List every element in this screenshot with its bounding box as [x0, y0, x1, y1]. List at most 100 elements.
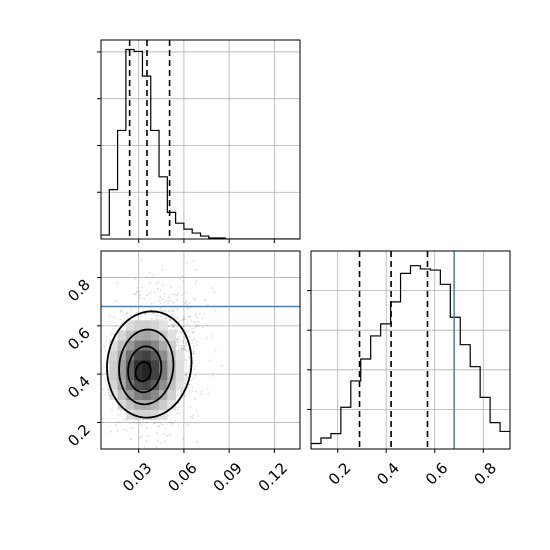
density-sample-point [190, 379, 193, 382]
density-2d-frame [100, 250, 301, 450]
density-sample-point [140, 258, 143, 261]
density-sample-point [187, 355, 190, 358]
density-sample-point [192, 297, 195, 300]
density-heat-cell [109, 379, 119, 391]
density-sample-point [176, 344, 179, 347]
density-sample-point [176, 412, 178, 415]
density-sample-point [123, 418, 125, 421]
density-sample-point [160, 441, 163, 444]
density-sample-point [177, 335, 180, 338]
histogram-y-xtick-label: 0.8 [470, 459, 500, 489]
histogram-x-body [101, 48, 300, 239]
density-sample-point [144, 316, 147, 319]
density-sample-point [155, 445, 158, 448]
density-sample-point [96, 375, 98, 377]
density-heat-cell [150, 340, 160, 351]
density-sample-point [176, 408, 179, 411]
density-heat-cell [175, 369, 185, 381]
density-sample-point [170, 412, 173, 415]
density-heat-cell [134, 340, 143, 351]
histogram-x-ticks [97, 51, 275, 243]
density-sample-point [182, 341, 185, 344]
density-heat-cell [159, 359, 168, 371]
density-sample-point [178, 344, 181, 347]
histogram-y-grid [311, 251, 510, 449]
density-heat-cell [159, 369, 168, 381]
density-sample-point [194, 313, 197, 316]
histogram-y-body [311, 265, 510, 449]
histogram-x-frame [100, 39, 301, 240]
density-sample-point [195, 323, 198, 325]
density-sample-point [115, 299, 118, 302]
density-heat-cell [150, 389, 160, 400]
density-sample-point [177, 346, 180, 349]
density-sample-point [188, 364, 191, 367]
density-heat-cell [134, 330, 143, 341]
density-sample-point [180, 331, 183, 333]
density-sample-point [156, 421, 158, 424]
density-sample-point [146, 427, 149, 429]
density-sample-point [160, 309, 163, 312]
density-sample-point [197, 415, 199, 417]
density-sample-point [182, 340, 185, 342]
density-sample-point [192, 350, 195, 352]
density-sample-point [176, 294, 178, 297]
density-sample-point [183, 329, 186, 331]
density-sample-point [160, 302, 162, 304]
density-sample-point [163, 301, 166, 304]
density-heat-cell [125, 320, 135, 331]
density-sample-point [192, 345, 195, 347]
density-heat-cell [134, 409, 143, 420]
density-sample-point [133, 464, 135, 466]
density-sample-point [191, 417, 194, 419]
density-sample-point [179, 331, 182, 334]
density-sample-point [170, 320, 173, 323]
density-sample-point [130, 438, 132, 441]
density-sample-point [150, 302, 153, 305]
density-sample-point [180, 348, 183, 350]
density-sample-point [174, 317, 176, 320]
density-sample-point [197, 324, 200, 327]
density-sample-point [135, 455, 137, 457]
density-sample-point [183, 394, 186, 397]
density-sample-point [132, 456, 134, 458]
density-heat-cell [150, 350, 160, 361]
density-contours [106, 310, 193, 419]
density-sample-point [168, 325, 171, 328]
density-sample-point [154, 480, 156, 482]
density-sample-point [149, 281, 152, 284]
density-sample-point [147, 435, 150, 438]
density-sample-point [170, 418, 173, 420]
density-sample-point [193, 327, 196, 329]
density-heat-cell [175, 350, 185, 361]
density-sample-point [167, 300, 170, 303]
density-sample-point [134, 277, 136, 280]
density-sample-point [191, 327, 194, 330]
density-sample-point [177, 285, 180, 288]
density-sample-point [185, 262, 188, 265]
density-sample-point [107, 369, 110, 372]
density-sample-point [102, 365, 105, 368]
density-sample-point [140, 286, 143, 289]
density-sample-point [171, 314, 173, 316]
density-sample-point [172, 308, 174, 311]
density-sample-point [143, 297, 145, 300]
density-sample-point [155, 432, 158, 434]
density-sample-point [135, 293, 138, 295]
density-sample-point [169, 319, 172, 321]
density-sample-point [193, 331, 196, 334]
density-sample-point [140, 435, 143, 437]
density-sample-point [185, 377, 188, 379]
density-heat-cell [159, 340, 168, 351]
density-heat-cell [175, 359, 185, 371]
density-ytick-label: 0.4 [64, 372, 94, 402]
density-sample-point [190, 319, 193, 322]
histogram-y-xtick-label: 0.2 [325, 459, 355, 489]
density-sample-point [143, 446, 146, 448]
density-sample-point [185, 362, 188, 365]
density-sample-point [195, 340, 198, 343]
density-sample-point [111, 409, 113, 411]
density-sample-point [107, 360, 110, 363]
density-contour-outer [106, 310, 193, 419]
histogram-y-xtick-label: 0.6 [422, 459, 452, 489]
